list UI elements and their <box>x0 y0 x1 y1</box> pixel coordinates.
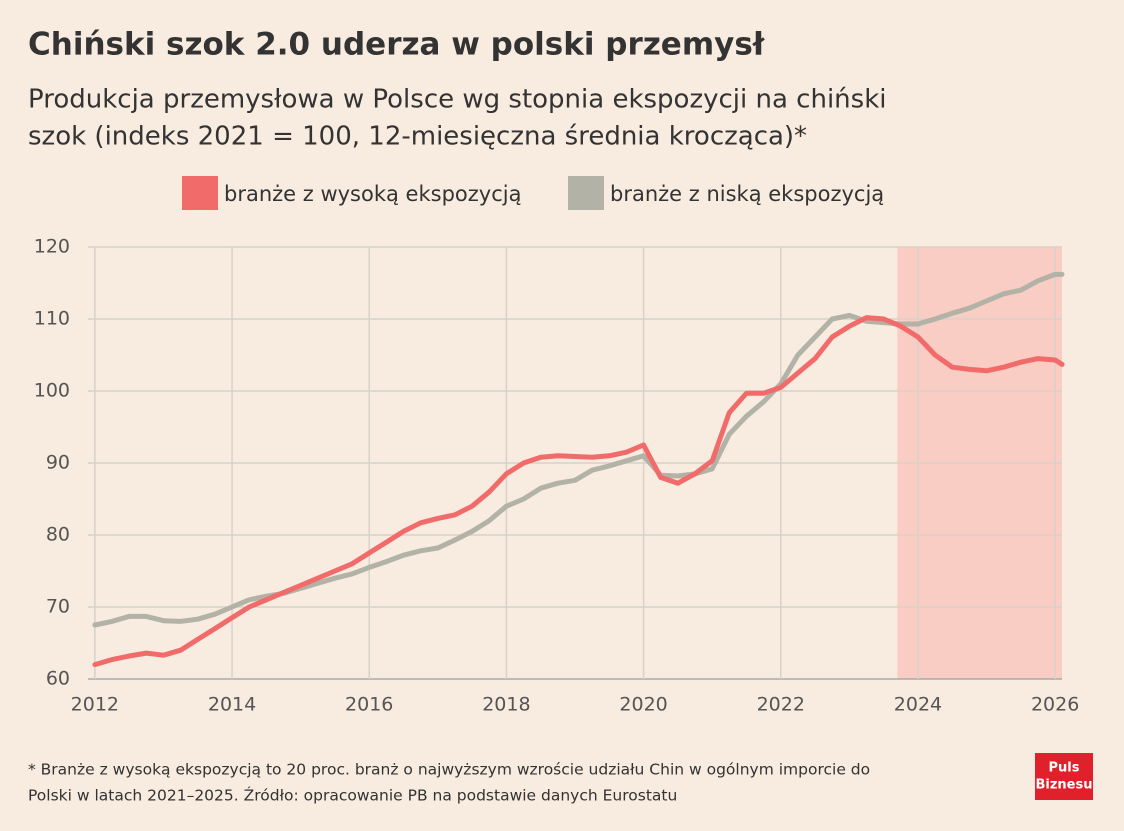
y-tick-label: 80 <box>46 524 70 546</box>
logo <box>1035 753 1093 800</box>
x-tick-label: 2024 <box>894 694 942 716</box>
x-tick-label: 2022 <box>757 694 805 716</box>
chart-title: Chiński szok 2.0 uderza w polski przemys… <box>28 27 766 63</box>
footnote: Polski w latach 2021–2025. Źródło: oprac… <box>28 786 677 805</box>
x-tick-label: 2020 <box>619 694 667 716</box>
x-tick-label: 2026 <box>1031 694 1079 716</box>
series-line <box>92 271 1065 628</box>
footnote: * Branże z wysoką ekspozycją to 20 proc.… <box>28 761 870 779</box>
y-tick-label: 110 <box>34 308 70 330</box>
x-tick-label: 2016 <box>345 694 393 716</box>
logo-text: Puls <box>1049 761 1080 776</box>
y-tick-label: 90 <box>46 452 70 474</box>
legend-swatch <box>568 176 604 210</box>
y-tick-label: 100 <box>34 380 70 402</box>
chart-subtitle: szok (indeks 2021 = 100, 12-miesięczna ś… <box>28 122 807 152</box>
y-tick-label: 120 <box>34 236 70 258</box>
y-tick-label: 70 <box>46 596 70 618</box>
legend-label: branże z wysoką ekspozycją <box>224 182 521 206</box>
legend-label: branże z niską ekspozycją <box>610 182 884 206</box>
logo-text: Biznesu <box>1036 778 1093 793</box>
y-tick-label: 60 <box>46 668 70 690</box>
series-line <box>92 315 1065 668</box>
legend-swatch <box>182 176 218 210</box>
x-tick-label: 2012 <box>71 694 119 716</box>
x-tick-label: 2014 <box>208 694 256 716</box>
x-tick-label: 2018 <box>482 694 530 716</box>
chart-subtitle: Produkcja przemysłowa w Polsce wg stopni… <box>28 85 886 115</box>
